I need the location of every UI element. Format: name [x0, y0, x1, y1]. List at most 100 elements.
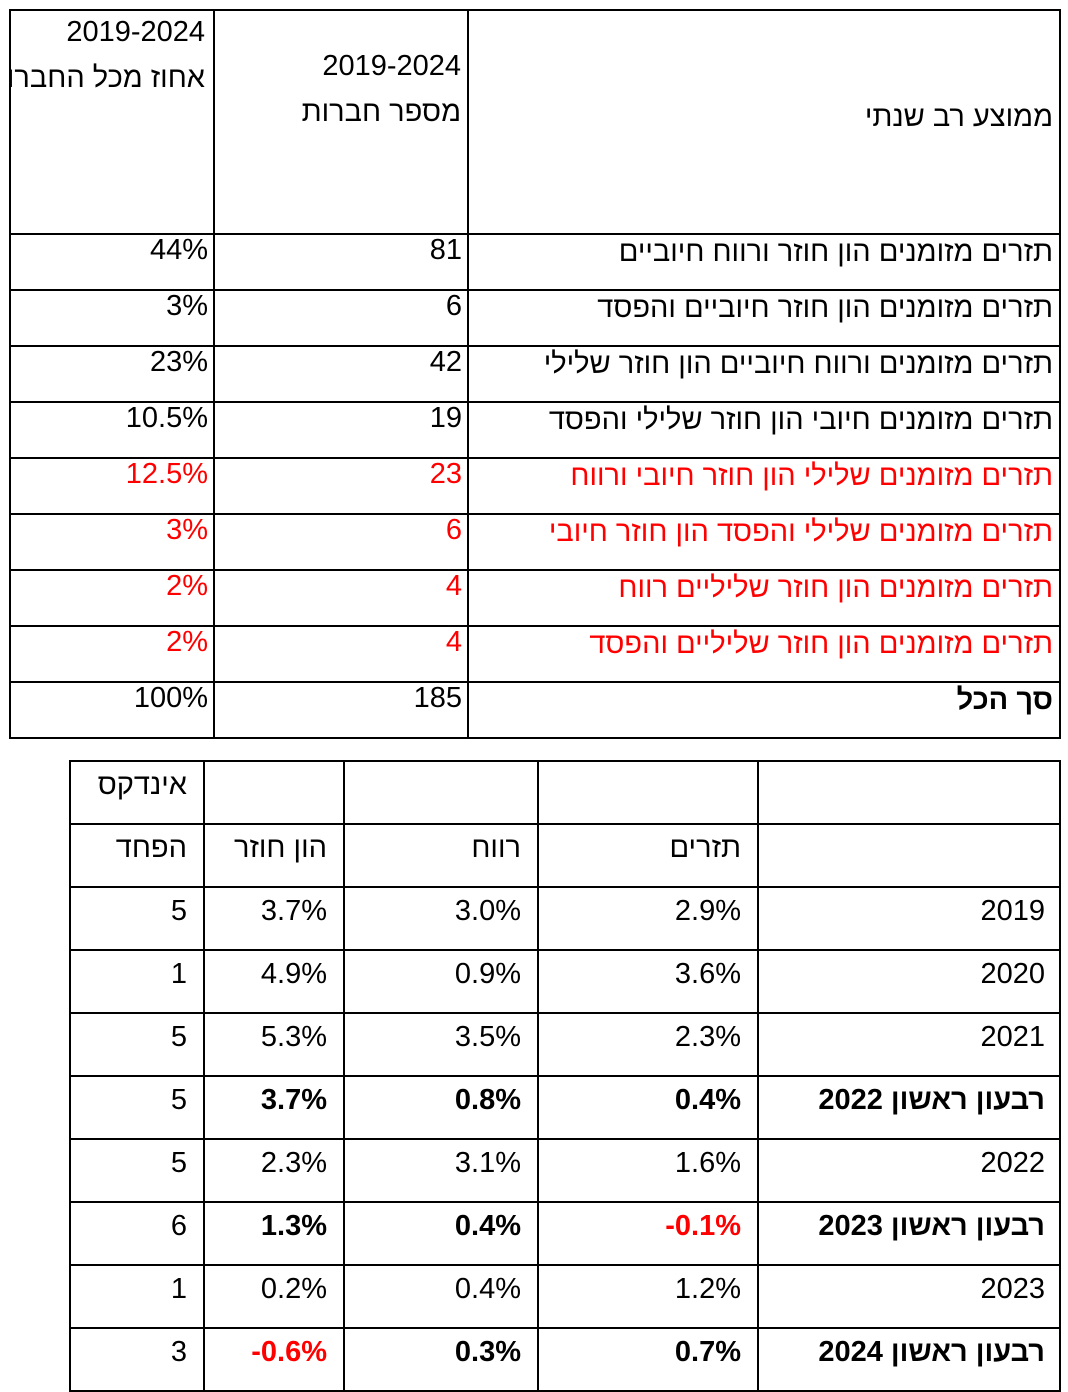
- table-header-row: אינדקס: [69, 760, 1061, 825]
- index-cell: 1: [69, 1264, 205, 1329]
- cash-flow-cell: 0.4%: [537, 1075, 759, 1140]
- profit-cell: 3.0%: [343, 886, 539, 951]
- pct-cell: 3%: [9, 289, 215, 347]
- header-label-cell: ממוצע רב שנתי: [467, 9, 1061, 235]
- count-cell: 23: [213, 457, 469, 515]
- pct-cell: 23%: [9, 345, 215, 403]
- header-empty-cell: [343, 760, 539, 825]
- table-row: 12.5% 23 תזרים מזומנים שלילי הון חוזר חיוב…: [9, 457, 1061, 515]
- index-cell: 6: [69, 1201, 205, 1266]
- index-cell: 5: [69, 886, 205, 951]
- profit-cell: 0.3%: [343, 1327, 539, 1392]
- table-row: 5 2.3% 3.1% 1.6% 2022: [69, 1138, 1061, 1203]
- table-header-row: הפחד הון חוזר רווח תזרים: [69, 823, 1061, 888]
- profit-cell: 0.4%: [343, 1201, 539, 1266]
- cash-flow-cell: 1.2%: [537, 1264, 759, 1329]
- period-cell: 2023: [757, 1264, 1061, 1329]
- header-profit-cell: רווח: [343, 823, 539, 888]
- table-row: 3% 6 תזרים מזומנים שלילי והפסד הון חוזר חי…: [9, 513, 1061, 571]
- cash-flow-cell: 2.3%: [537, 1012, 759, 1077]
- table-row: 5 3.7% 0.8% 0.4% רבעון ראשון 2022: [69, 1075, 1061, 1140]
- index-cell: 1: [69, 949, 205, 1014]
- period-cell: רבעון ראשון 2022: [757, 1075, 1061, 1140]
- header-count-years: 2019-2024: [322, 50, 461, 82]
- pct-cell: 44%: [9, 233, 215, 291]
- table-row: 6 1.3% 0.4% -0.1% רבעון ראשון 2023: [69, 1201, 1061, 1266]
- pct-cell: 2%: [9, 569, 215, 627]
- header-index-cell: אינדקס: [69, 760, 205, 825]
- pct-cell: 10.5%: [9, 401, 215, 459]
- header-count-cell: 2019-2024 מספר חברות: [213, 9, 469, 235]
- count-cell: 185: [213, 681, 469, 739]
- row-label-cell: תזרים מזומנים חיובי הון חוזר שלילי והפסד: [467, 401, 1061, 459]
- count-cell: 42: [213, 345, 469, 403]
- header-empty-cell: [203, 760, 345, 825]
- yearly-metrics-table: אינדקס הפחד הון חוזר רווח תזרים 5 3.7% 3.0…: [69, 760, 1061, 1392]
- header-empty-cell: [537, 760, 759, 825]
- profit-cell: 3.5%: [343, 1012, 539, 1077]
- table-row: 1 4.9% 0.9% 3.6% 2020: [69, 949, 1061, 1014]
- count-cell: 4: [213, 625, 469, 683]
- row-label-cell: תזרים מזומנים שלילי והפסד הון חוזר חיובי: [467, 513, 1061, 571]
- cash-flow-cell: 2.9%: [537, 886, 759, 951]
- row-label-cell: תזרים מזומנים הון חוזר חיוביים והפסד: [467, 289, 1061, 347]
- header-pct-cell: 2019-2024 אחוז מכל החברות שנסקרו: [9, 9, 215, 235]
- table-row: 5 5.3% 3.5% 2.3% 2021: [69, 1012, 1061, 1077]
- working-capital-cell: 0.2%: [203, 1264, 345, 1329]
- index-cell: 3: [69, 1327, 205, 1392]
- period-cell: רבעון ראשון 2023: [757, 1201, 1061, 1266]
- pct-cell: 100%: [9, 681, 215, 739]
- company-profile-table: 2019-2024 אחוז מכל החברות שנסקרו 2019-20…: [9, 9, 1061, 739]
- header-empty-cell: [757, 760, 1061, 825]
- header-fear-cell: הפחד: [69, 823, 205, 888]
- pct-cell: 2%: [9, 625, 215, 683]
- profit-cell: 0.4%: [343, 1264, 539, 1329]
- period-cell: רבעון ראשון 2024: [757, 1327, 1061, 1392]
- cash-flow-cell: 3.6%: [537, 949, 759, 1014]
- row-label-cell: תזרים מזומנים הון חוזר שליליים רווח: [467, 569, 1061, 627]
- working-capital-cell: 4.9%: [203, 949, 345, 1014]
- index-cell: 5: [69, 1138, 205, 1203]
- table-row: 5 3.7% 3.0% 2.9% 2019: [69, 886, 1061, 951]
- profit-cell: 0.8%: [343, 1075, 539, 1140]
- working-capital-cell: 5.3%: [203, 1012, 345, 1077]
- row-label-cell: תזרים מזומנים הון חוזר שליליים והפסד: [467, 625, 1061, 683]
- table-row: 2% 4 תזרים מזומנים הון חוזר שליליים והפסד: [9, 625, 1061, 683]
- pct-cell: 3%: [9, 513, 215, 571]
- cash-flow-cell: 0.7%: [537, 1327, 759, 1392]
- count-cell: 4: [213, 569, 469, 627]
- table-row: 44% 81 תזרים מזומנים הון חוזר ורווח חיוביי…: [9, 233, 1061, 291]
- working-capital-cell: 1.3%: [203, 1201, 345, 1266]
- period-cell: 2019: [757, 886, 1061, 951]
- table-row: 2% 4 תזרים מזומנים הון חוזר שליליים רווח: [9, 569, 1061, 627]
- profit-cell: 3.1%: [343, 1138, 539, 1203]
- cash-flow-cell: -0.1%: [537, 1201, 759, 1266]
- index-cell: 5: [69, 1012, 205, 1077]
- pct-cell: 12.5%: [9, 457, 215, 515]
- row-label-cell: תזרים מזומנים הון חוזר ורווח חיוביים: [467, 233, 1061, 291]
- working-capital-cell: 3.7%: [203, 886, 345, 951]
- header-empty-cell: [757, 823, 1061, 888]
- cash-flow-cell: 1.6%: [537, 1138, 759, 1203]
- row-label-cell: תזרים מזומנים ורווח חיוביים הון חוזר שלי…: [467, 345, 1061, 403]
- table-row: 3 -0.6% 0.3% 0.7% רבעון ראשון 2024: [69, 1327, 1061, 1392]
- header-pct-title: אחוז מכל החברות שנסקרו: [12, 61, 205, 94]
- count-cell: 81: [213, 233, 469, 291]
- header-count-title: מספר חברות: [301, 95, 461, 128]
- table-header-row: 2019-2024 אחוז מכל החברות שנסקרו 2019-20…: [9, 9, 1061, 235]
- table-row: 1 0.2% 0.4% 1.2% 2023: [69, 1264, 1061, 1329]
- table-row: 23% 42 תזרים מזומנים ורווח חיוביים הון חוז…: [9, 345, 1061, 403]
- period-cell: 2020: [757, 949, 1061, 1014]
- profit-cell: 0.9%: [343, 949, 539, 1014]
- header-cash-cell: תזרים: [537, 823, 759, 888]
- period-cell: 2021: [757, 1012, 1061, 1077]
- table-row: 3% 6 תזרים מזומנים הון חוזר חיוביים והפסד: [9, 289, 1061, 347]
- count-cell: 6: [213, 513, 469, 571]
- table-row: 10.5% 19 תזרים מזומנים חיובי הון חוזר שליל…: [9, 401, 1061, 459]
- header-wc-cell: הון חוזר: [203, 823, 345, 888]
- index-cell: 5: [69, 1075, 205, 1140]
- row-label-cell: תזרים מזומנים שלילי הון חוזר חיובי ורווח: [467, 457, 1061, 515]
- working-capital-cell: 2.3%: [203, 1138, 345, 1203]
- period-cell: 2022: [757, 1138, 1061, 1203]
- count-cell: 19: [213, 401, 469, 459]
